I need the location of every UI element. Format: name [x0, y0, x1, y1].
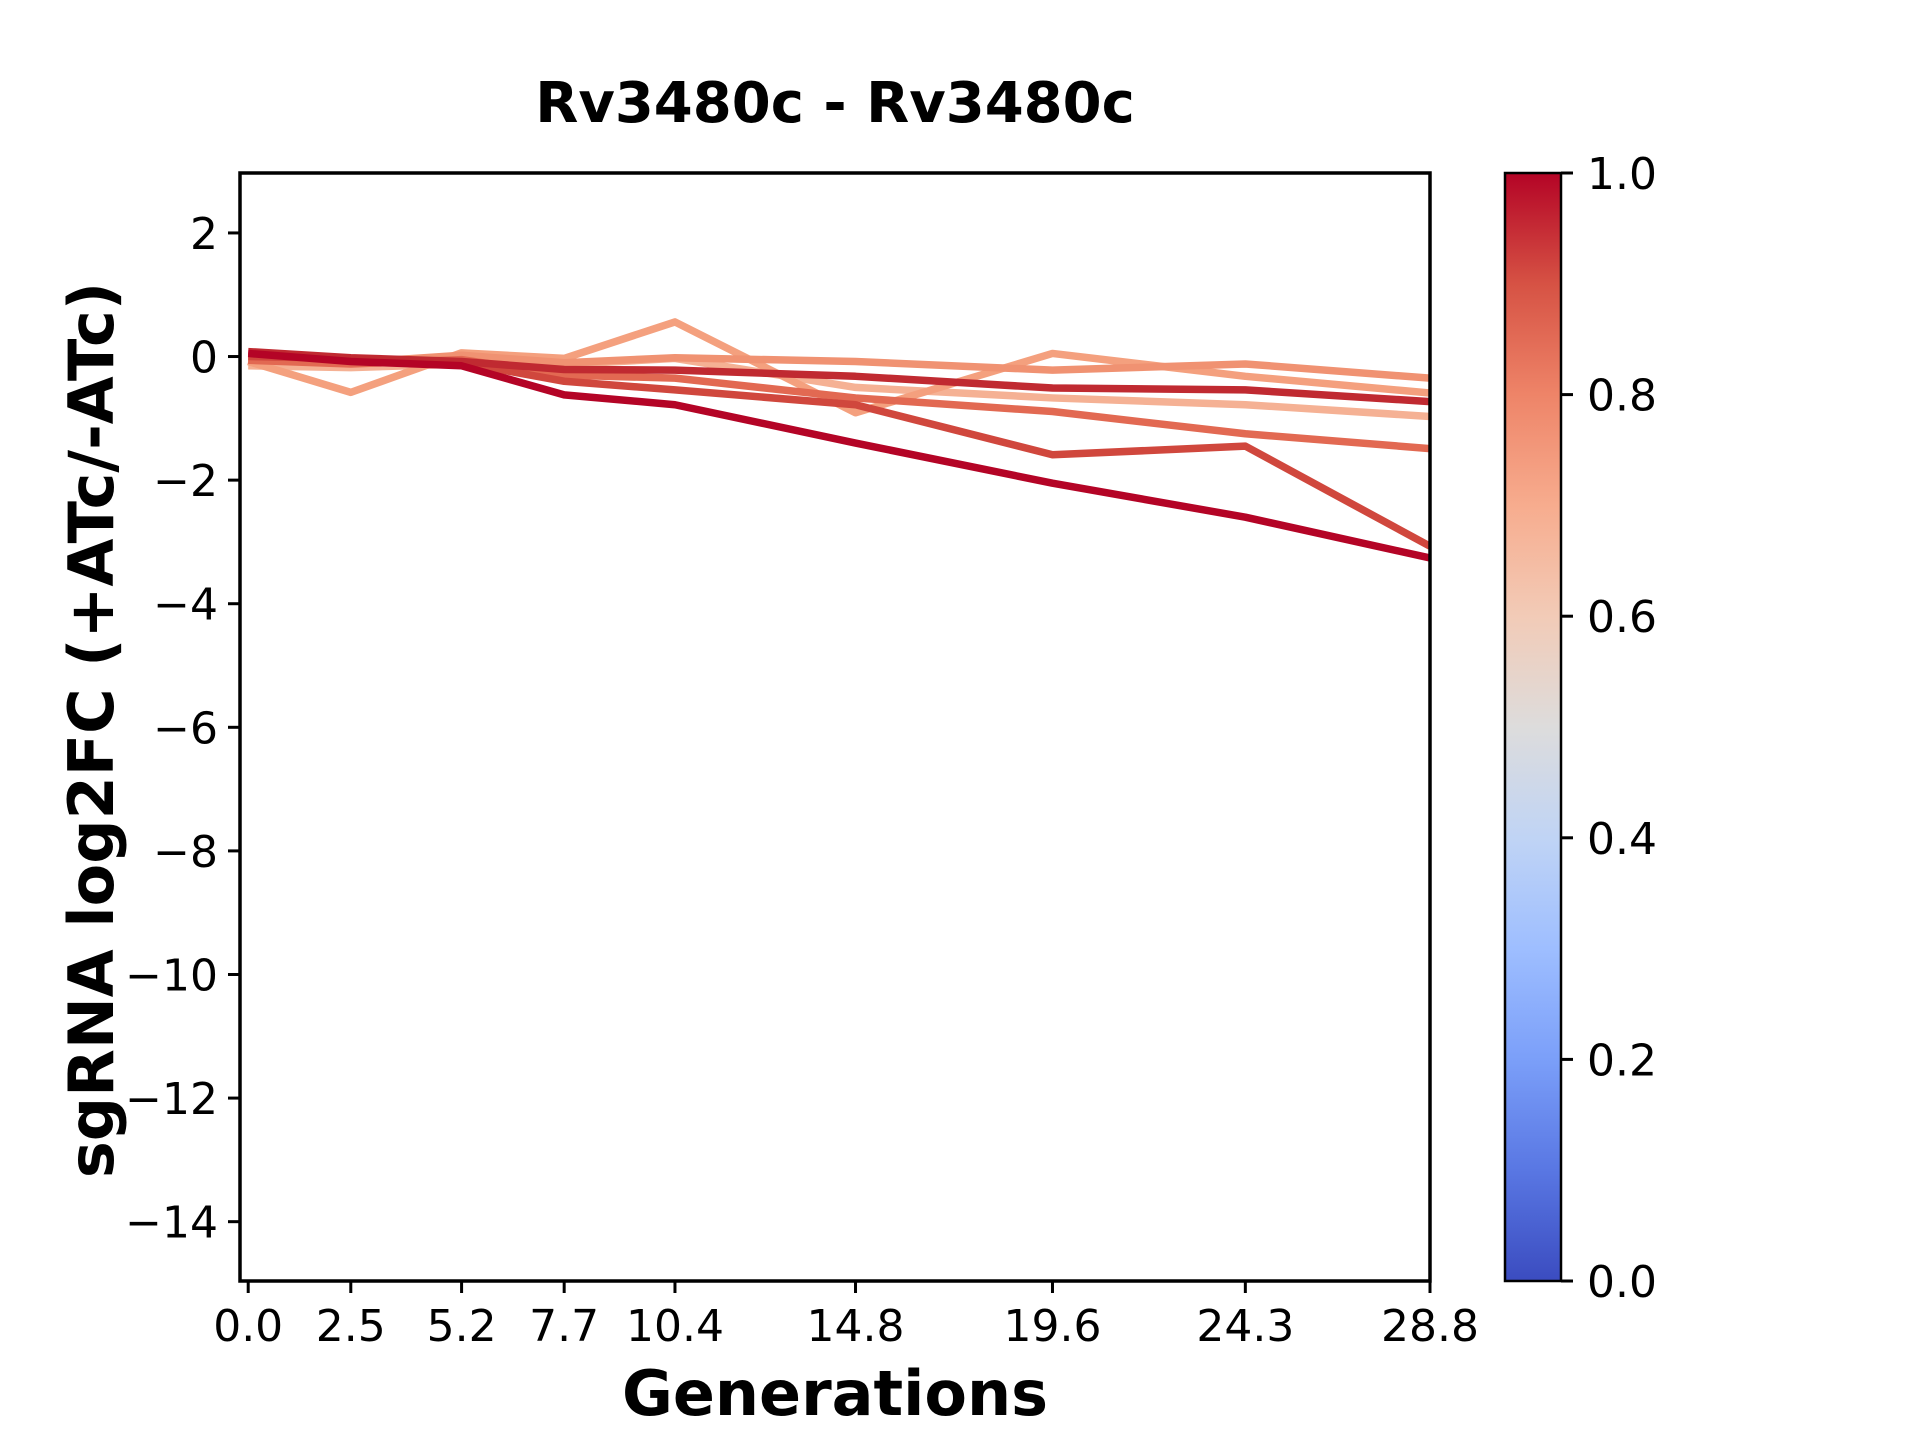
x-tick-label: 14.8: [807, 1301, 905, 1352]
y-tick-label: 2: [190, 209, 218, 260]
colorbar-tick-label: 0.6: [1587, 592, 1657, 643]
y-tick-label: −12: [125, 1074, 218, 1125]
x-tick-label: 28.8: [1381, 1301, 1479, 1352]
y-tick-label: −4: [153, 580, 218, 631]
colorbar-tick-label: 1.0: [1587, 149, 1657, 200]
colorbar-gradient: [1505, 173, 1561, 1281]
x-axis-label: Generations: [621, 1357, 1049, 1430]
colorbar-outline: [1503, 171, 1563, 1283]
colorbar-tick-label: 0.8: [1587, 371, 1657, 422]
y-tick-label: −10: [125, 950, 218, 1001]
chart-title: Rv3480c - Rv3480c: [535, 71, 1135, 136]
x-tick-label: 24.3: [1196, 1301, 1294, 1352]
series-line-sgRNA-7: [247, 349, 1430, 562]
y-tick-label: −2: [153, 456, 218, 507]
x-tick-label: 7.7: [529, 1301, 599, 1352]
x-tick-label: 0.0: [213, 1301, 283, 1352]
colorbar-tick-label: 0.4: [1587, 814, 1657, 865]
x-tick-label: 5.2: [427, 1301, 497, 1352]
y-tick-label: −14: [125, 1198, 218, 1249]
y-tick-label: −6: [153, 703, 218, 754]
colorbar-tick-label: 0.0: [1587, 1257, 1657, 1308]
x-tick-label: 10.4: [626, 1301, 724, 1352]
x-tick-label: 2.5: [316, 1301, 386, 1352]
plot-spines: [238, 171, 1432, 1283]
series-line-sgRNA-6: [247, 347, 1430, 406]
y-tick-label: −8: [153, 827, 218, 878]
colorbar-tick-label: 0.2: [1587, 1035, 1657, 1086]
x-tick-label: 19.6: [1003, 1301, 1101, 1352]
y-tick-label: 0: [190, 333, 218, 384]
y-axis-label: sgRNA log2FC (+ATc/-ATc): [55, 281, 128, 1179]
